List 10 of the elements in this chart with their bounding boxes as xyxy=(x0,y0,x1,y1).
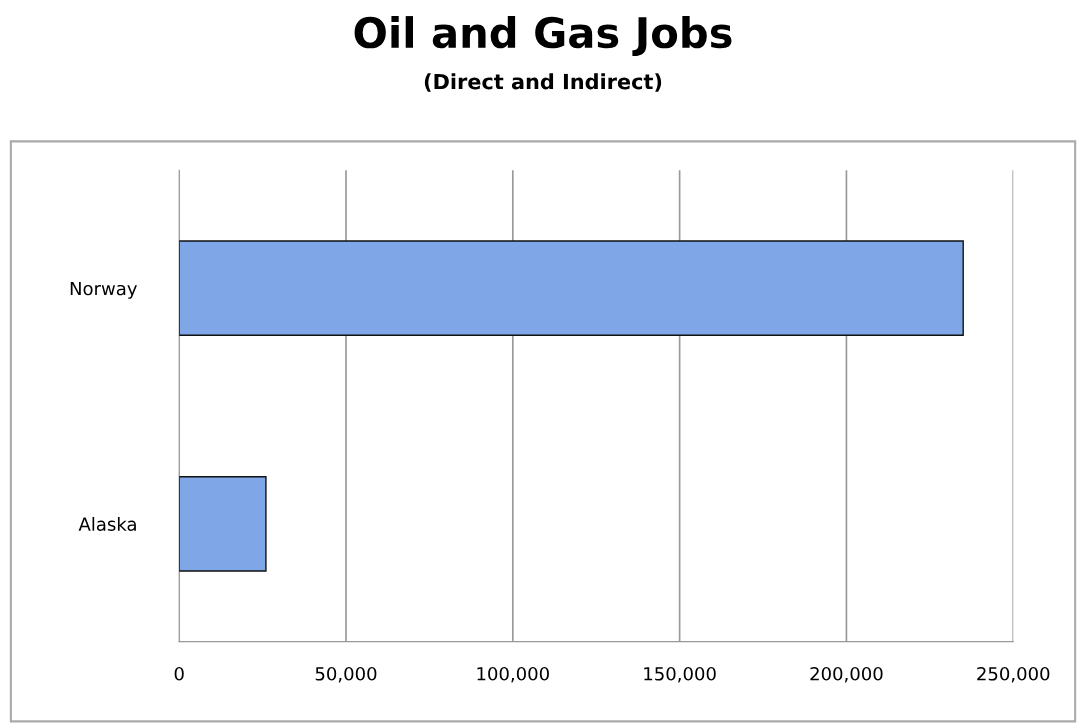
y-tick-label: Alaska xyxy=(78,516,136,531)
y-tick-label: Norway xyxy=(70,281,137,299)
chart-subtitle: (Direct and Indirect) xyxy=(424,73,662,92)
chart-title: Oil and Gas Jobs xyxy=(354,16,732,57)
x-tick-label: 100,000 xyxy=(477,666,549,683)
x-tick-label: 200,000 xyxy=(810,666,883,683)
x-tick-label: 50,000 xyxy=(315,666,377,683)
x-tick-label: 0 xyxy=(174,666,184,681)
x-tick-label: 250,000 xyxy=(977,666,1050,683)
x-tick-label: 150,000 xyxy=(644,666,716,683)
